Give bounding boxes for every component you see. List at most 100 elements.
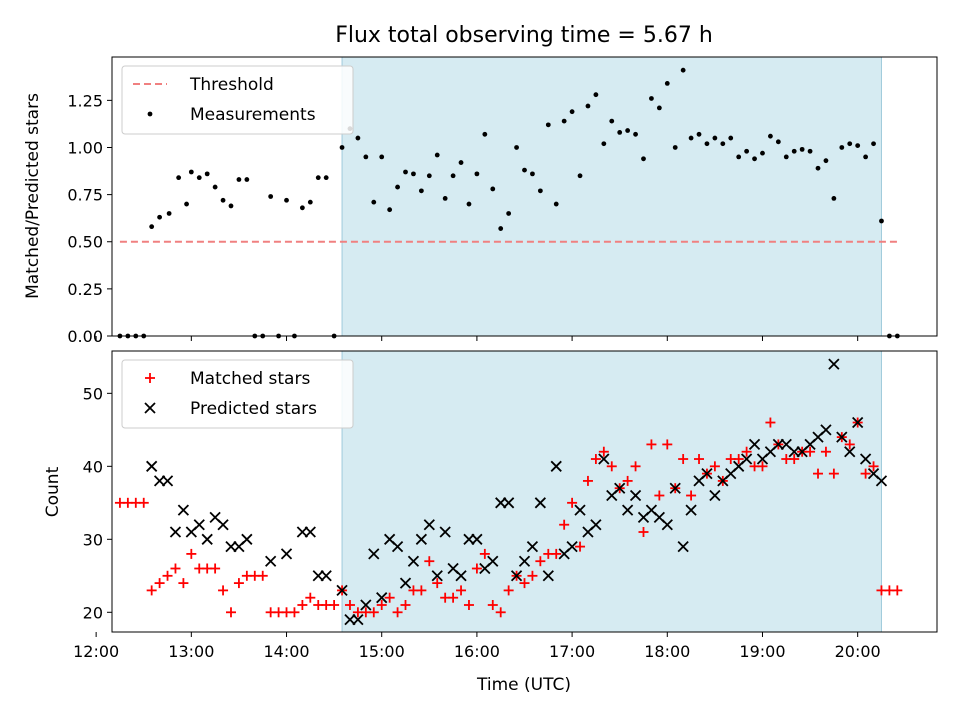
top-y-axis-label: Matched/Predicted stars [23, 93, 43, 299]
measurement-point [466, 201, 472, 207]
predicted-star-mark [598, 453, 610, 465]
matched-star-point [392, 607, 403, 618]
predicted-star-mark [368, 548, 380, 560]
top-y-tick-label: 1.00 [67, 138, 103, 157]
measurement-point [482, 131, 488, 137]
predicted-star-mark [677, 540, 689, 553]
predicted-star-mark [621, 504, 634, 516]
predicted-star-mark [875, 475, 888, 487]
matched-star-point [146, 585, 157, 596]
predicted-star-mark [360, 599, 372, 611]
matched-star-point [654, 490, 665, 501]
predicted-star-point [217, 519, 229, 531]
measurement-point [442, 195, 448, 201]
matched-star-point [368, 607, 379, 618]
predicted-star-point [423, 519, 435, 531]
measurement-point [514, 145, 519, 150]
predicted-star-mark [423, 519, 435, 531]
measurement-point [688, 135, 694, 141]
measurement-point [672, 145, 678, 150]
predicted-star-point [828, 358, 840, 370]
matched-star-point [503, 585, 514, 596]
measurement-point [371, 199, 377, 205]
predicted-star-mark [859, 453, 872, 465]
matched-star-point [860, 468, 871, 479]
predicted-star-point [844, 446, 856, 458]
measurement-point [284, 197, 289, 203]
predicted-star-point [740, 453, 753, 465]
predicted-star-point [709, 489, 721, 502]
matched-star-point [257, 570, 268, 581]
matched-star-point [495, 607, 506, 618]
predicted-star-mark [407, 555, 420, 567]
x-tick-label: 18:00 [644, 642, 690, 661]
measurement-point [395, 184, 400, 190]
measurement-point [212, 184, 218, 190]
predicted-star-point [265, 555, 277, 567]
matched-star-point [844, 439, 855, 450]
measurement-point [411, 171, 416, 177]
matched-star-point [686, 490, 697, 501]
predicted-star-point [669, 482, 681, 494]
predicted-star-point [550, 460, 562, 472]
bottom-observing-span [341, 350, 882, 633]
measurement-point [625, 128, 631, 133]
measurement-point [633, 131, 638, 137]
measurement-point [458, 160, 464, 165]
predicted-star-mark [852, 416, 864, 429]
matched-star-point [575, 541, 586, 552]
measurement-point [450, 173, 456, 179]
predicted-star-mark [661, 519, 673, 531]
measurement-point [355, 135, 361, 141]
matched-star-point [868, 461, 879, 472]
measurement-point [609, 118, 615, 124]
measurement-point [760, 150, 765, 156]
matched-star-point [384, 592, 395, 603]
predicted-star-point [629, 489, 642, 502]
top-y-tick-label: 0.50 [67, 233, 103, 252]
predicted-star-point [169, 526, 182, 538]
x-tick-label: 16:00 [454, 642, 500, 661]
measurement-point [545, 122, 551, 128]
measurement-point [593, 92, 599, 98]
predicted-star-mark [534, 497, 547, 509]
matched-star-point [582, 475, 593, 486]
predicted-star-point [502, 497, 515, 509]
matched-star-point [178, 578, 189, 589]
predicted-star-point [621, 504, 634, 516]
measurement-point [704, 141, 710, 147]
matched-star-point [154, 578, 165, 589]
predicted-star-point [439, 526, 451, 538]
legend-label: Measurements [190, 105, 316, 125]
measurement-point [434, 152, 440, 158]
legend-box [121, 65, 354, 135]
matched-star-point [805, 446, 816, 457]
predicted-star-point [701, 467, 713, 480]
matched-star-point [186, 548, 197, 559]
predicted-star-point [407, 555, 420, 567]
measurement-point [176, 175, 182, 181]
predicted-star-mark [169, 526, 182, 538]
measurement-point [236, 177, 242, 182]
predicted-star-point [852, 416, 864, 429]
measurement-point [752, 156, 757, 162]
predicted-star-mark [399, 577, 412, 589]
predicted-star-point [352, 613, 364, 626]
predicted-star-mark [471, 533, 483, 545]
matched-star-point [559, 519, 570, 530]
measurement-point [664, 80, 670, 86]
matched-star-point [828, 468, 839, 479]
measurement-point [680, 67, 686, 73]
predicted-star-mark [526, 540, 539, 553]
matched-star-point [416, 585, 427, 596]
predicted-star-point [161, 475, 174, 487]
predicted-star-point [280, 548, 293, 560]
x-axis-label: Time (UTC) [476, 675, 571, 695]
matched-star-point [400, 599, 411, 610]
predicted-star-mark [669, 482, 681, 494]
predicted-star-mark [455, 570, 467, 582]
top-observing-span [341, 56, 882, 337]
measurement-point [641, 156, 646, 162]
matched-star-point [741, 446, 752, 457]
predicted-star-mark [384, 533, 396, 545]
